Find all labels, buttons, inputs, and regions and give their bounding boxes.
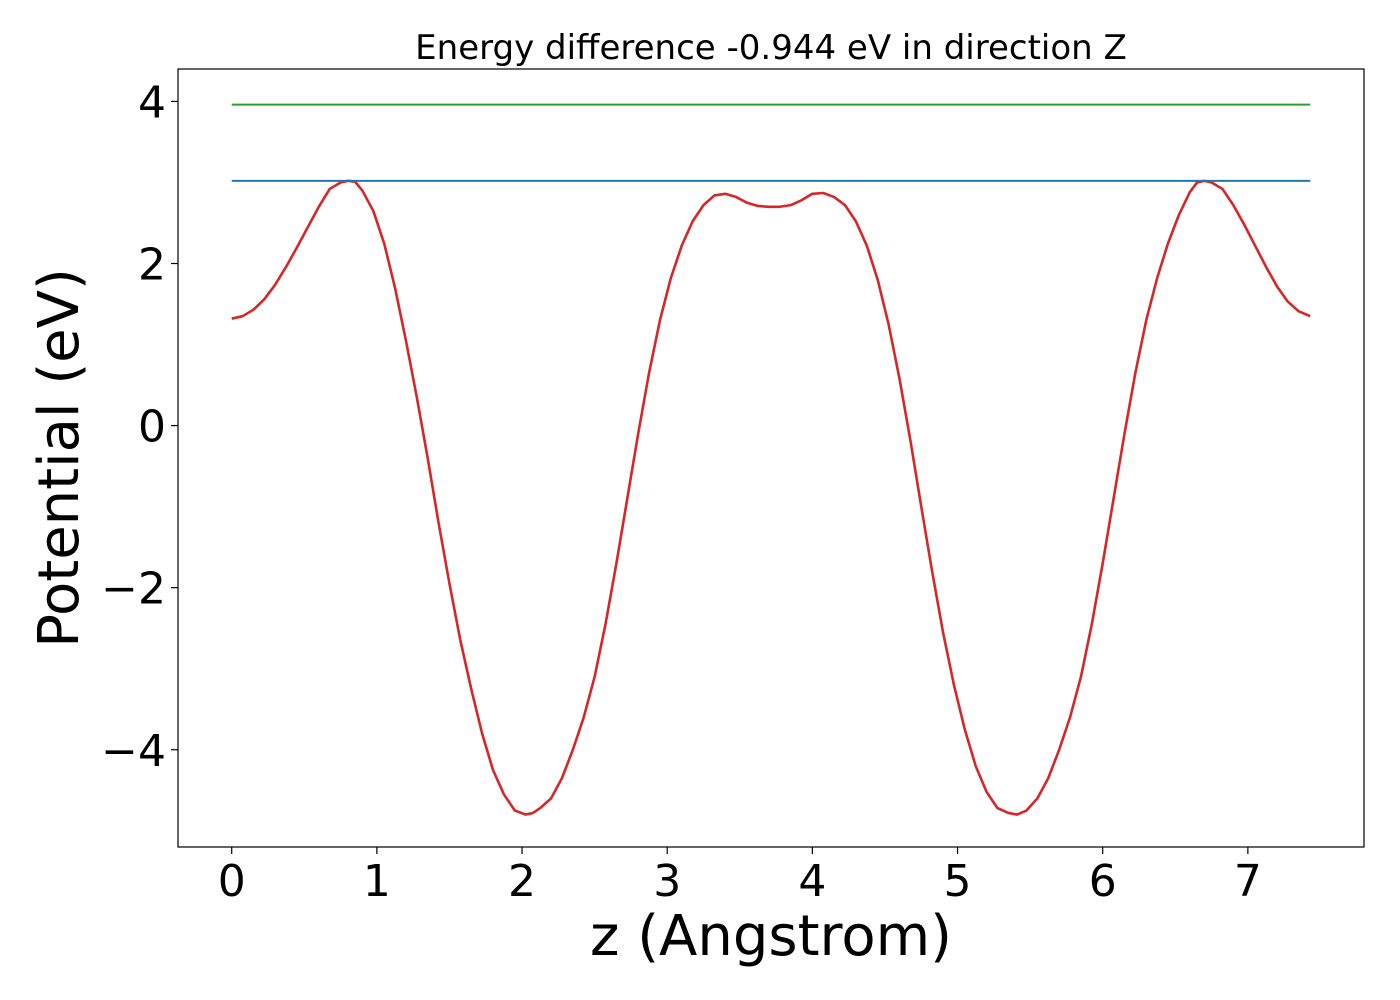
plot-frame <box>177 68 1365 848</box>
x-tick-label: 1 <box>363 856 391 907</box>
x-tick-label: 4 <box>798 856 826 907</box>
x-tick-label: 0 <box>218 856 246 907</box>
y-axis-ticks: −4 −2 0 2 4 <box>101 77 178 777</box>
x-axis-label: z (Angstrom) <box>590 904 952 969</box>
y-axis-label: Potential (eV) <box>27 268 92 648</box>
x-tick-label: 6 <box>1089 856 1117 907</box>
x-axis-ticks: 0 1 2 3 4 5 6 7 <box>218 847 1262 907</box>
x-tick-label: 3 <box>653 856 681 907</box>
y-tick-label: −2 <box>101 564 166 615</box>
x-tick-label: 7 <box>1234 856 1262 907</box>
y-tick-label: 2 <box>138 240 166 291</box>
y-tick-label: 4 <box>138 77 166 128</box>
series-line-1 <box>231 179 1311 816</box>
x-tick-label: 2 <box>508 856 536 907</box>
y-tick-label: −4 <box>101 726 166 777</box>
series-layer <box>231 103 1311 816</box>
x-tick-label: 5 <box>944 856 972 907</box>
chart-title: Energy difference -0.944 eV in direction… <box>415 28 1127 68</box>
y-tick-label: 0 <box>138 402 166 453</box>
